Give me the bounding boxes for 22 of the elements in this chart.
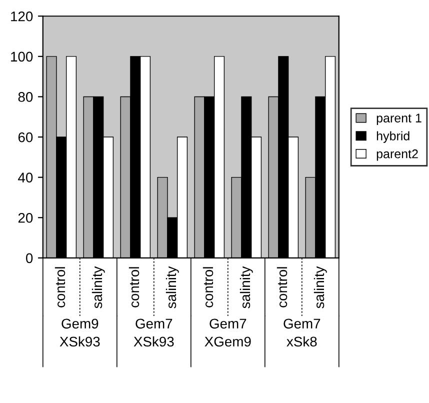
y-tick-label: 40 [18, 172, 33, 182]
x-tick-label: salinity [314, 266, 327, 308]
text: Gem7 xSk8 [284, 318, 320, 347]
x-tick-label: control [202, 267, 214, 308]
x-tick-label: salinity [92, 266, 105, 308]
y-tick-label: 100 [11, 52, 33, 62]
y-tick-label: 20 [18, 212, 33, 223]
text: Gem7 XGem9 [204, 318, 251, 347]
x-tick-label: salinity [166, 266, 179, 308]
y-tick-label: 80 [18, 92, 33, 102]
text: Gem7 XSk93 [134, 318, 174, 347]
x-tick-label: salinity [240, 266, 253, 308]
y-tick-label: 120 [11, 11, 33, 22]
x-tick-label: control [128, 267, 140, 308]
x-tick-label: control [54, 267, 66, 308]
y-tick-label: 60 [18, 132, 33, 142]
legend-label: parent2 [376, 149, 418, 161]
y-tick-label: 0 [26, 253, 33, 264]
legend-label: hybrid [376, 131, 410, 143]
legend-label: parent 1 [376, 114, 422, 125]
x-tick-label: control [276, 267, 288, 308]
text: Gem9 XSk93 [60, 318, 100, 347]
